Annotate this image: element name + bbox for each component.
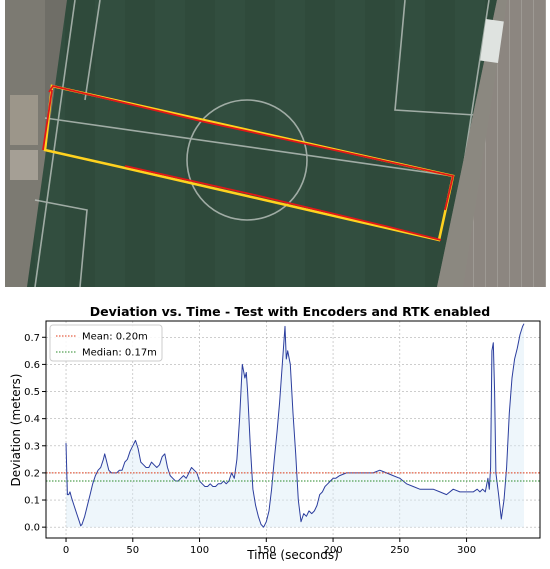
x-tick-label: 300: [457, 545, 476, 556]
x-tick-label: 200: [324, 545, 343, 556]
y-tick-label: 0.5: [24, 387, 40, 398]
legend-mean-label: Mean: 0.20m: [82, 332, 148, 343]
y-tick-label: 0.3: [24, 441, 40, 452]
bench-structure: [480, 18, 504, 64]
x-tick-label: 50: [126, 545, 139, 556]
aerial-photo: [5, 0, 546, 287]
deviation-chart: Deviation vs. Time - Test with Encoders …: [9, 304, 541, 562]
series-layer: [65, 323, 525, 528]
legend-median-label: Median: 0.17m: [82, 348, 157, 359]
chart-title: Deviation vs. Time - Test with Encoders …: [90, 304, 490, 319]
parking-lot: [463, 0, 546, 287]
y-tick-label: 0.7: [24, 333, 40, 344]
x-tick-label: 150: [257, 545, 276, 556]
plot-frame: [45, 320, 541, 539]
x-axis-label: Time (seconds): [246, 548, 339, 562]
y-axis-label: Deviation (meters): [9, 374, 23, 487]
actual-path-bottom: [124, 165, 442, 241]
actual-path-left: [42, 89, 53, 151]
y-tick-label: 0.1: [24, 496, 40, 507]
y-tick-label: 0.6: [24, 360, 40, 371]
reference-lines: [46, 472, 540, 482]
left-building-2: [10, 150, 38, 180]
series-line: [65, 323, 525, 528]
actual-path-top: [48, 84, 455, 211]
legend-box: [49, 324, 163, 362]
series-area-fill: [66, 323, 524, 528]
y-tick-label: 0.4: [24, 414, 40, 425]
left-building: [10, 95, 38, 145]
soccer-pitch: [27, 0, 497, 287]
legend: Mean: 0.20m Median: 0.17m: [49, 324, 163, 362]
x-tick-label: 0: [63, 545, 69, 556]
y-tick-label: 0.0: [24, 523, 40, 534]
x-tick-label: 100: [190, 545, 209, 556]
x-axis-ticks: 0 50 100 150 200 250 300: [63, 538, 476, 556]
y-tick-label: 0.2: [24, 468, 40, 479]
y-axis-ticks: 0.0 0.1 0.2 0.3 0.4 0.5 0.6 0.7: [24, 333, 46, 534]
x-tick-label: 250: [390, 545, 409, 556]
